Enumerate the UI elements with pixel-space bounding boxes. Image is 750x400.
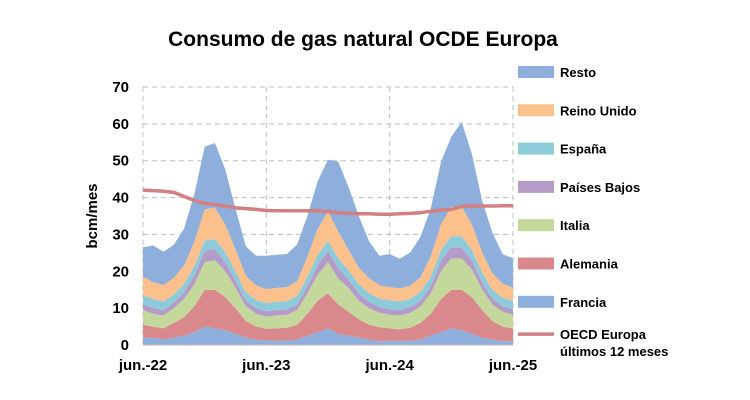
legend-label-espana: España [560,142,607,157]
x-tick-label: jun.-23 [241,357,290,374]
legend-swatch-alemania [518,257,554,270]
legend: Resto Reino Unido España Países Bajos Italia… [518,65,668,359]
line-series [142,188,513,216]
y-tick-label: 50 [112,153,129,170]
legend-label-paises-bajos: Países Bajos [560,180,640,195]
legend-label-reino-unido: Reino Unido [560,103,637,118]
area-italia [143,258,513,330]
area-espana [143,236,513,312]
area-reino-unido [143,206,513,303]
y-tick-label: 20 [112,263,129,280]
area-alemania [143,289,513,342]
legend-swatch-paises-bajos [518,180,554,193]
area-paises-bajos [143,247,513,317]
legend-swatch-resto [518,66,554,78]
y-tick-label: 0 [121,337,129,354]
legend-swatch-francia [518,295,554,308]
y-tick-label: 30 [112,226,129,243]
legend-label-resto: Resto [560,65,596,80]
x-tick-label: jun.-25 [488,357,537,374]
legend-swatch-reino-unido [518,104,554,117]
area-resto [143,122,513,289]
legend-label-italia: Italia [560,218,590,233]
y-tick-label: 60 [112,116,129,133]
chart-title: Consumo de gas natural OCDE Europa [168,28,558,51]
y-tick-label: 40 [112,190,129,207]
line-oecd-europa-12m [142,188,513,216]
axes: 0 10 20 30 40 50 60 70 jun.-22 jun.-23 jun.-24 jun.… [112,79,537,374]
legend-swatch-italia [518,219,554,232]
area-series [143,122,513,345]
legend-label-francia: Francia [560,295,607,310]
y-tick-label: 10 [112,300,129,317]
area-francia [143,326,513,345]
x-tick-label: jun.-24 [364,357,414,374]
y-tick-label: 70 [112,79,129,96]
legend-label-oecd-europa: OECD Europa últimos 12 meses [560,327,668,359]
legend-label-alemania: Alemania [560,257,619,272]
x-tick-label: jun.-22 [118,357,167,374]
legend-swatch-espana [518,142,554,155]
y-axis-title: bcm/mes [84,183,101,248]
